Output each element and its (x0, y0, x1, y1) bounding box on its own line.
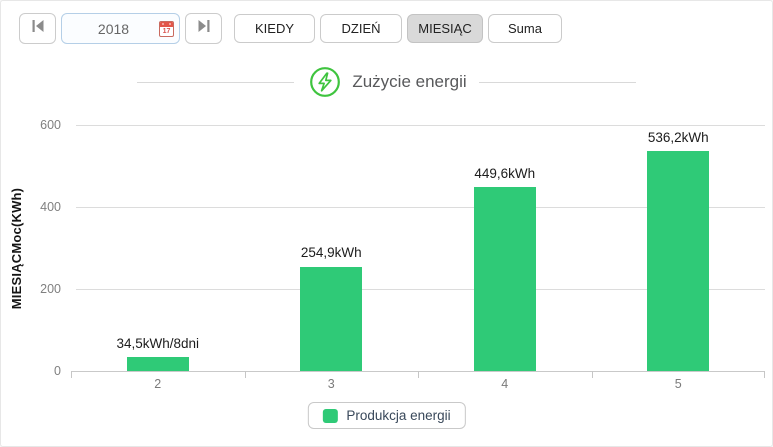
bar-value-label: 449,6kWh (474, 165, 536, 181)
y-tick-label: 200 (40, 282, 61, 296)
x-axis-tick (764, 371, 765, 378)
legend[interactable]: Produkcja energii (307, 402, 466, 429)
tab-kiedy[interactable]: KIEDY (234, 14, 315, 43)
bar-5[interactable] (647, 151, 710, 371)
plot-area: 0 200 400 600 34,5kWh/8dni 2 254,9kWh 3 449,6kWh… (40, 118, 765, 391)
bar-3[interactable] (300, 266, 363, 371)
tab-dzien[interactable]: DZIEŃ (320, 14, 402, 43)
y-axis-title-wrap: MIESIĄCMoc(KWh) (3, 125, 31, 371)
toolbar: 17 KIEDY DZIEŃ MIESIĄC Suma (19, 13, 562, 44)
tab-miesiac[interactable]: MIESIĄC (407, 14, 483, 43)
x-tick-label: 3 (327, 377, 335, 391)
y-tick-label: 0 (54, 364, 61, 378)
chart-title: Zużycie energii (352, 72, 467, 91)
divider-line (478, 81, 636, 83)
x-tick-label: 4 (501, 377, 509, 391)
legend-swatch (322, 408, 338, 423)
x-tick-label: 2 (154, 377, 162, 391)
x-axis-tick (418, 371, 419, 378)
x-tick-label: 5 (674, 377, 682, 391)
y-tick-label: 600 (40, 118, 61, 132)
x-axis-tick (591, 371, 593, 378)
tab-suma[interactable]: Suma (488, 14, 562, 43)
previous-year-button[interactable] (19, 13, 56, 44)
bar-2[interactable] (126, 356, 189, 371)
gridline (76, 124, 765, 126)
y-tick-label: 400 (40, 200, 61, 214)
x-axis-tick (244, 371, 246, 378)
divider-line (137, 81, 295, 83)
year-input[interactable] (62, 20, 179, 37)
x-axis-tick (71, 371, 72, 378)
bar-value-label: 34,5kWh/8dni (116, 335, 200, 351)
chart-header: Zużycie energii (1, 63, 772, 101)
bar-4[interactable] (473, 186, 536, 371)
energy-bolt-icon (308, 65, 342, 99)
skip-next-icon (197, 19, 211, 38)
next-year-button[interactable] (185, 13, 222, 44)
year-picker: 17 (61, 13, 180, 44)
bar-value-label: 254,9kWh (300, 245, 362, 261)
gridline (76, 288, 765, 290)
legend-label: Produkcja energii (346, 408, 451, 423)
skip-previous-icon (31, 19, 45, 38)
calendar-icon[interactable]: 17 (159, 21, 174, 37)
bar-value-label: 536,2kWh (647, 130, 709, 146)
gridline (76, 206, 765, 208)
